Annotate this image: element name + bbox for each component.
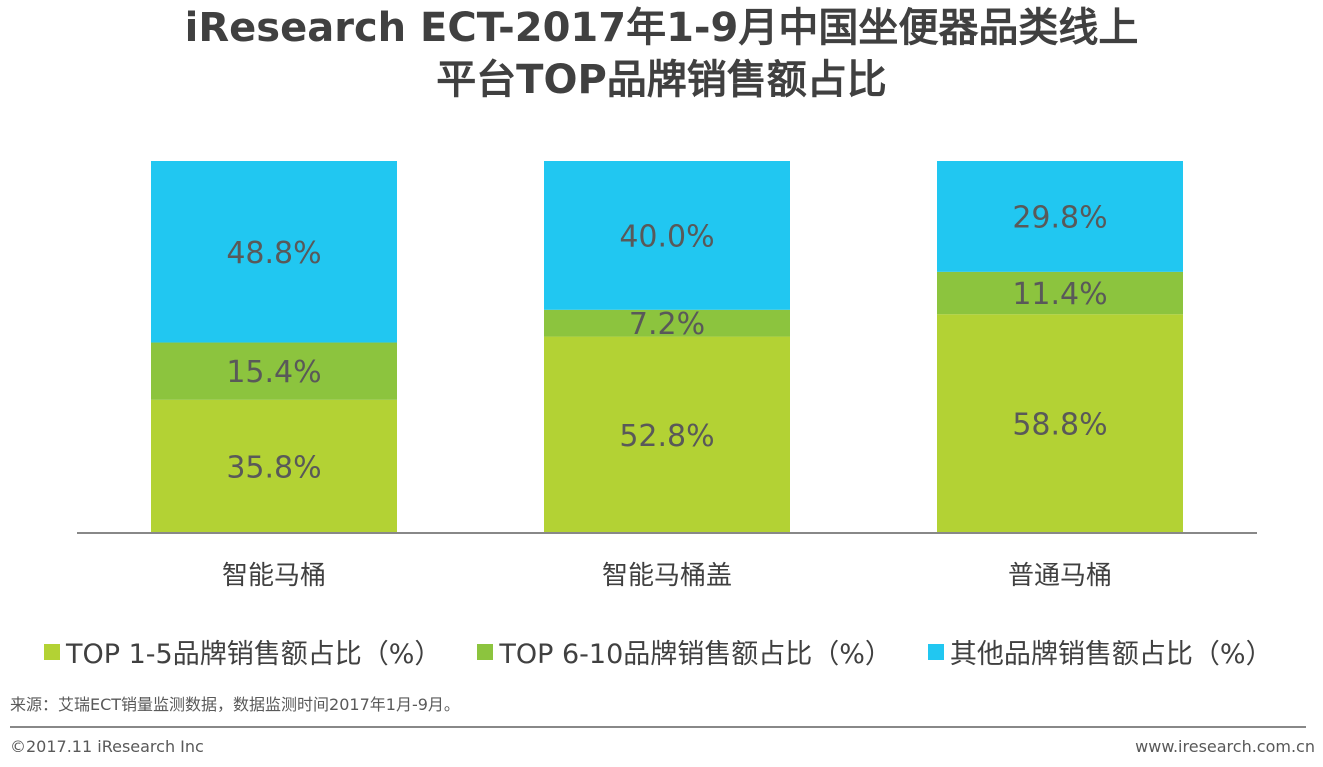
data-label: 15.4%	[226, 355, 321, 390]
x-tick-label: 智能马桶	[222, 561, 326, 591]
data-label: 7.2%	[629, 307, 705, 342]
legend-swatch	[477, 643, 494, 660]
data-label: 29.8%	[1012, 200, 1107, 235]
legend-label: TOP 6-10品牌销售额占比（%）	[499, 639, 892, 670]
title-line-1: iResearch ECT-2017年1-9月中国坐便器品类线上	[184, 5, 1139, 51]
stacked-bar-chart: 35.8% 15.4% 48.8% 智能马桶 52.8% 7.2% 40.0% 智能马桶盖 58…	[77, 161, 1257, 591]
bar-segment	[937, 314, 1183, 533]
chart-title: iResearch ECT-2017年1-9月中国坐便器品类线上 平台TOP品牌…	[0, 2, 1323, 106]
data-label: 52.8%	[619, 419, 714, 454]
legend-item-others: 其他品牌销售额占比（%）	[927, 632, 1273, 671]
x-tick-label: 智能马桶盖	[602, 561, 732, 591]
bar-segment	[544, 309, 790, 337]
legend-label: TOP 1-5品牌销售额占比（%）	[66, 639, 442, 670]
bar-segment	[151, 399, 397, 533]
data-label: 48.8%	[226, 236, 321, 271]
x-tick-label: 普通马桶	[1008, 561, 1112, 591]
bar-segment	[544, 336, 790, 533]
legend-item-top1-5: TOP 1-5品牌销售额占比（%）	[44, 632, 441, 671]
legend-swatch	[44, 643, 60, 660]
bar-segment	[937, 271, 1183, 315]
copyright: ©2017.11 iResearch Inc	[10, 737, 204, 756]
website-link[interactable]: www.iresearch.com.cn	[1135, 737, 1315, 756]
data-label: 11.4%	[1012, 277, 1107, 312]
data-label: 40.0%	[619, 219, 714, 254]
legend-label: 其他品牌销售额占比（%）	[949, 639, 1273, 670]
data-label: 35.8%	[226, 450, 321, 485]
title-line-2: 平台TOP品牌销售额占比	[436, 57, 887, 103]
legend-item-top6-10: TOP 6-10品牌销售额占比（%）	[477, 632, 892, 671]
bar-segment	[937, 161, 1183, 272]
bar-segment	[151, 342, 397, 400]
data-label: 58.8%	[1012, 408, 1107, 443]
bar-segment	[151, 161, 397, 343]
legend-swatch	[927, 643, 944, 660]
legend: TOP 1-5品牌销售额占比（%） TOP 6-10品牌销售额占比（%） 其他品…	[44, 632, 1273, 671]
bar-segment	[544, 161, 790, 310]
footer-divider	[10, 726, 1306, 728]
source-note: 来源：艾瑞ECT销量监测数据，数据监测时间2017年1月-9月。	[10, 695, 460, 714]
